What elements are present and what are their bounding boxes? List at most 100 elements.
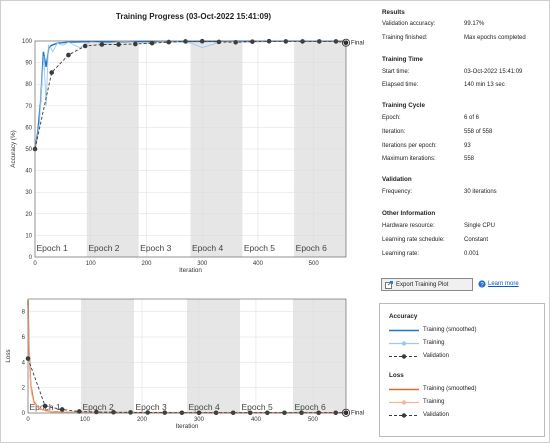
validation-accuracy-row: Validation accuracy: 99.17% [382, 21, 542, 30]
legend-panel: Accuracy Training (smoothed) Training Va… [379, 303, 545, 437]
series-line-training-smoothed- [34, 40, 346, 150]
epoch-label: Epoch 5 [244, 243, 275, 253]
info-value: Max epochs completed [464, 35, 526, 41]
frequency-row: Frequency: 30 iterations [382, 189, 542, 198]
iteration-row: Iteration: 558 of 558 [382, 129, 542, 138]
final-label: Final [351, 411, 364, 417]
x-tick-label: 300 [194, 417, 205, 423]
plots-area: Epoch 1 Epoch 2 Epoch 3 Epoch 4 Epoch 5 Epoch… [5, 38, 364, 430]
epoch-label: Epoch 3 [136, 402, 167, 412]
legend-label: Training [423, 399, 445, 405]
y-tick-label: 70 [25, 104, 32, 110]
legend-swatch-accuracy-validation [389, 354, 419, 359]
validation-point [233, 39, 238, 45]
y-tick-label: 6 [22, 335, 26, 341]
y-tick-label: 0 [29, 255, 33, 261]
series-line-validation [34, 40, 347, 150]
info-value: 03-Oct-2022 15:41:09 [464, 69, 523, 75]
validation-point [300, 39, 305, 44]
info-value: 99.17% [464, 21, 485, 27]
y-axis-label: Accuracy (%) [10, 130, 17, 167]
help-icon[interactable]: ? [478, 280, 486, 288]
info-key: Training finished: [382, 35, 428, 41]
y-tick-label: 4 [22, 360, 26, 366]
legend-accuracy-smoothed: Training (smoothed) [389, 326, 539, 335]
learn-more-link[interactable]: Learn more [488, 281, 519, 287]
epoch-band [293, 299, 346, 413]
legend-swatch-accuracy-training [389, 341, 419, 346]
export-training-plot-button[interactable]: Export Training Plot [381, 278, 473, 291]
x-tick-label: 400 [253, 261, 264, 267]
final-label: Final [351, 41, 364, 47]
x-axis-label: Iteration [176, 423, 199, 430]
info-key: Iterations per epoch: [382, 143, 437, 149]
x-tick-label: 0 [26, 417, 30, 423]
validation-point [283, 39, 289, 44]
info-key: Frequency: [382, 189, 413, 195]
info-value: 558 [464, 156, 475, 162]
y-tick-label: 20 [25, 212, 32, 218]
training-cycle-heading: Training Cycle [382, 102, 426, 109]
validation-point [133, 41, 138, 47]
info-key: Epoch: [382, 115, 401, 121]
learning-rate-row: Learning rate: 0.001 [382, 251, 542, 260]
legend-swatch-loss-validation [389, 413, 419, 418]
start-time-row: Start time: 03-Oct-2022 15:41:09 [382, 69, 542, 78]
iterations-per-epoch-row: Iterations per epoch: 93 [382, 143, 542, 152]
info-key: Maximum iterations: [382, 156, 436, 162]
hardware-resource-row: Hardware resource: Single CPU [382, 223, 542, 232]
y-axis-label: Loss [5, 349, 12, 362]
x-tick-label: 200 [141, 261, 152, 267]
epoch-label: Epoch 2 [83, 402, 114, 412]
page-title: Training Progress (03-Oct-2022 15:41:09) [115, 12, 272, 21]
epoch-label: Epoch 6 [295, 402, 326, 412]
validation-point [99, 42, 105, 47]
legend-loss-training: Training [389, 398, 539, 407]
svg-text:?: ? [480, 282, 484, 288]
y-tick-label: 30 [25, 190, 32, 196]
x-tick-label: 400 [251, 417, 262, 423]
info-value: 0.001 [464, 251, 480, 257]
x-tick-label: 100 [86, 261, 97, 267]
validation-point [76, 409, 82, 414]
legend-swatch-loss-smoothed [389, 388, 419, 391]
x-axis-label: Iteration [179, 267, 202, 274]
x-tick-label: 200 [137, 417, 148, 423]
info-key: Learning rate schedule: [382, 237, 445, 243]
info-value: 140 min 13 sec [464, 82, 505, 88]
x-tick-label: 300 [197, 261, 208, 267]
info-key: Start time: [382, 69, 410, 75]
y-tick-label: 100 [22, 39, 33, 45]
x-tick-label: 500 [308, 417, 319, 423]
legend-label: Training (smoothed) [423, 386, 477, 392]
other-information-heading: Other Information [382, 210, 436, 217]
validation-point [59, 407, 65, 412]
y-tick-label: 80 [25, 82, 32, 88]
info-key: Elapsed time: [382, 82, 419, 88]
legend-accuracy-heading: Accuracy [389, 313, 418, 320]
epoch-band [187, 299, 240, 413]
legend-label: Training (smoothed) [423, 327, 477, 333]
validation-point [82, 43, 88, 49]
validation-point [316, 39, 322, 44]
info-value: Single CPU [464, 223, 496, 229]
y-tick-label: 90 [25, 61, 32, 67]
legend-accuracy-validation: Validation [389, 352, 539, 361]
y-tick-label: 0 [22, 411, 26, 417]
validation-point [128, 410, 133, 415]
epoch-label: Epoch 1 [37, 243, 68, 253]
validation-point [145, 410, 150, 415]
legend-loss-validation: Validation [389, 411, 539, 420]
y-tick-label: 8 [22, 310, 26, 316]
info-key: Validation accuracy: [382, 21, 436, 27]
y-tick-label: 60 [25, 125, 32, 131]
epoch-label: Epoch 4 [192, 243, 223, 253]
info-value: Constant [464, 237, 489, 243]
y-tick-label: 50 [25, 147, 32, 153]
epoch-band [81, 299, 134, 413]
x-tick-label: 500 [309, 261, 320, 267]
epoch-row: Epoch: 6 of 6 [382, 115, 542, 124]
validation-point [111, 409, 116, 415]
legend-swatch-loss-training [389, 400, 419, 405]
